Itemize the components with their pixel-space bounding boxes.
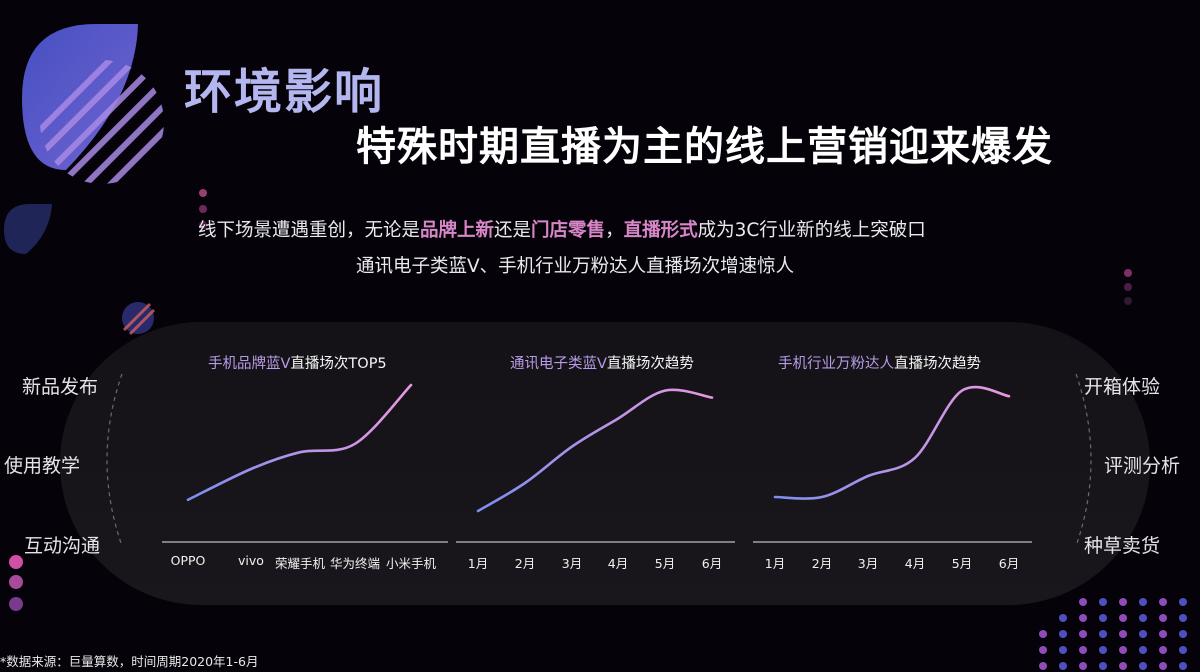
decorative-orb — [122, 302, 156, 336]
x-tick-label: 4月 — [904, 556, 926, 571]
intro-line-1: 线下场景遭遇重创，无论是品牌上新还是门店零售，直播形式成为3C行业新的线上突破口 — [198, 216, 926, 242]
right-dashed-arc — [1075, 373, 1092, 547]
left-label-interaction: 互动沟通 — [24, 535, 101, 557]
page-subtitle: 特殊时期直播为主的线上营销迎来爆发 — [356, 124, 1053, 170]
series-line — [773, 385, 1011, 500]
chart-panel — [60, 322, 1150, 605]
series-line — [186, 383, 413, 502]
chart-title-prefix: 手机行业万粉达人 — [778, 356, 894, 372]
chart-title-suffix: 直播场次TOP5 — [290, 356, 387, 372]
left-dashed-arc — [106, 373, 123, 547]
chart-title-suffix: 直播场次趋势 — [606, 356, 694, 372]
intro-text: ， — [605, 220, 624, 241]
x-tick-label: 荣耀手机 — [274, 556, 326, 571]
intro-text: 成为3C行业新的线上突破口 — [697, 220, 926, 241]
chart-title: 手机品牌蓝V直播场次TOP5 — [208, 352, 387, 373]
left-label-new-release: 新品发布 — [22, 376, 99, 398]
x-tick-label: 2月 — [514, 556, 536, 571]
x-tick-label: 6月 — [701, 556, 723, 571]
data-source-note: *数据来源：巨量算数，时间周期2020年1-6月 — [0, 654, 259, 669]
decorative-dots-right — [1124, 269, 1132, 305]
intro-line-2: 通讯电子类蓝V、手机行业万粉达人直播场次增速惊人 — [356, 256, 795, 277]
x-tick-label: 6月 — [998, 556, 1020, 571]
chart-title: 手机行业万粉达人直播场次趋势 — [778, 352, 981, 373]
x-tick-label: 3月 — [857, 556, 879, 571]
decorative-dot-grid — [1039, 598, 1187, 670]
x-tick-label: 3月 — [561, 556, 583, 571]
chart-title: 通讯电子类蓝V直播场次趋势 — [510, 352, 694, 373]
intro-highlight: 品牌上新 — [420, 220, 495, 241]
x-tick-label: OPPO — [170, 553, 206, 568]
left-label-tutorial: 使用教学 — [4, 455, 81, 477]
intro-highlight: 直播形式 — [623, 220, 698, 241]
intro-text: 线下场景遭遇重创，无论是 — [198, 220, 421, 241]
right-label-unboxing: 开箱体验 — [1084, 376, 1161, 398]
x-tick-label: 1月 — [467, 556, 489, 571]
decorative-leaf — [4, 204, 52, 254]
x-tick-label: 5月 — [654, 556, 676, 571]
x-tick-label: 1月 — [764, 556, 786, 571]
chart-title-prefix: 手机品牌蓝V — [208, 356, 291, 372]
chart-title-prefix: 通讯电子类蓝V — [510, 356, 607, 372]
right-label-review: 评测分析 — [1104, 455, 1181, 477]
x-tick-label: 华为终端 — [329, 556, 381, 571]
x-tick-label: 5月 — [951, 556, 973, 571]
decorative-emblem — [22, 24, 164, 184]
right-label-sales: 种草卖货 — [1084, 535, 1161, 557]
intro-text: 还是 — [494, 220, 532, 241]
x-tick-label: 小米手机 — [385, 556, 437, 571]
intro-highlight: 门店零售 — [531, 220, 606, 241]
x-tick-label: 4月 — [607, 556, 629, 571]
page-title: 环境影响 — [184, 64, 385, 120]
x-tick-label: vivo — [238, 553, 264, 568]
series-line — [476, 388, 714, 513]
x-tick-label: 2月 — [811, 556, 833, 571]
chart-title-suffix: 直播场次趋势 — [894, 356, 981, 372]
decorative-dots — [199, 189, 207, 229]
